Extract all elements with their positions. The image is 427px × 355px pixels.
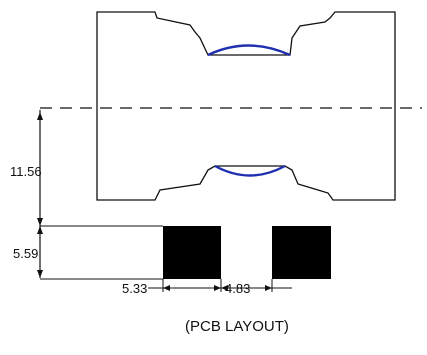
dim-label-pad-height: 5.59	[13, 246, 38, 261]
dim-arrow-h2	[214, 285, 221, 291]
pcb-pad-right	[272, 226, 331, 279]
dim-arrow-h3	[221, 285, 228, 291]
dim-arrow-mid-down	[37, 226, 43, 234]
dim-label-height-total: 11.56	[10, 164, 42, 179]
pcb-pad-left	[163, 226, 221, 279]
upper-lens-arc	[207, 44, 291, 57]
dim-arrow-mid-up	[37, 218, 43, 226]
dim-arrow-bottom	[37, 270, 43, 278]
dim-arrow-h4	[265, 285, 272, 291]
diagram-caption: (PCB LAYOUT)	[185, 318, 289, 335]
component-body-outline	[96, 11, 396, 201]
dim-arrow-h1	[163, 285, 170, 291]
lower-lens-arc	[214, 164, 286, 177]
dim-label-pad-width: 5.33	[122, 281, 147, 296]
dim-arrow-top	[37, 112, 43, 120]
dim-label-pad-gap: 4.83	[225, 281, 250, 296]
